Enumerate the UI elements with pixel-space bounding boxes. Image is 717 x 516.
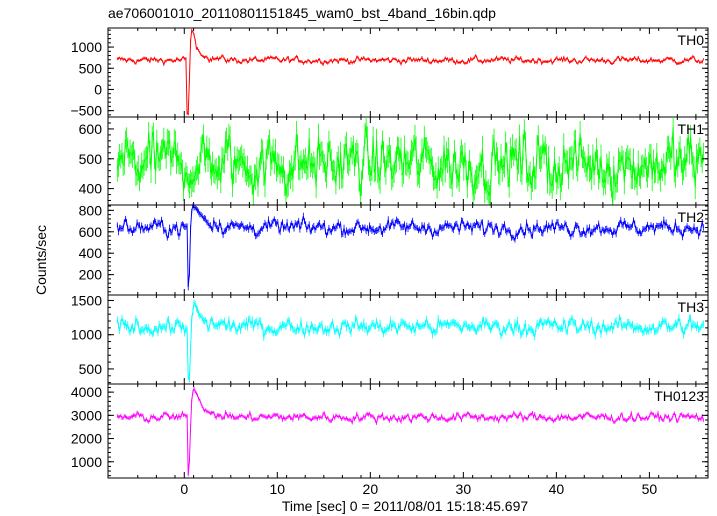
series-line-th1: [116, 125, 704, 205]
panel-frame: [107, 294, 709, 385]
y-tick-label: 1000: [71, 327, 102, 343]
series-line-th0123: [116, 387, 704, 475]
panel-label-th3: TH3: [678, 299, 705, 315]
error-bars: [116, 299, 704, 383]
y-tick-label: 200: [79, 267, 103, 283]
panel-th2: 200 400 600 800 TH2: [79, 202, 709, 296]
y-tick-label: 500: [79, 151, 103, 167]
panel-label-th1: TH1: [678, 121, 705, 137]
y-axis-label: Counts/sec: [33, 225, 49, 295]
y-tick-label: 400: [79, 181, 103, 197]
y-tick-label: 600: [79, 224, 103, 240]
x-axis-label: Time [sec] 0 = 2011/08/01 15:18:45.697: [282, 498, 529, 514]
panels: −500 0 500 1000 TH0 400 500 600 TH1 200 400 600 800 T…: [70, 27, 709, 479]
y-tick-label: 800: [79, 202, 103, 218]
error-bars: [116, 29, 704, 116]
y-tick-label: 600: [79, 121, 103, 137]
panel-frame: [107, 383, 709, 479]
y-tick-label: 3000: [71, 407, 102, 423]
panel-frame: [107, 204, 709, 296]
x-axis-ticks: 0 10 20 30 40 50: [180, 481, 657, 497]
panel-th0: −500 0 500 1000 TH0: [70, 27, 709, 119]
y-tick-label: 4000: [71, 384, 102, 400]
panel-label-th2: TH2: [678, 209, 705, 225]
y-tick-label: 500: [79, 60, 103, 76]
y-tick-label: 1000: [71, 454, 102, 470]
y-tick-label: 0: [94, 81, 102, 97]
y-tick-label: 500: [79, 361, 103, 377]
x-tick-label: 50: [642, 481, 658, 497]
y-tick-label: 1000: [71, 39, 102, 55]
x-tick-label: 20: [363, 481, 379, 497]
panel-label-th0: TH0: [678, 32, 705, 48]
series-line-th0: [117, 28, 704, 115]
y-tick-label: 400: [79, 245, 103, 261]
error-bars: [116, 386, 704, 477]
panel-label-th0123: TH0123: [654, 388, 704, 404]
x-tick-label: 10: [270, 481, 286, 497]
series-line-th2: [116, 203, 704, 288]
y-tick-label: −500: [70, 103, 102, 119]
panel-th1: 400 500 600 TH1: [79, 116, 709, 206]
panel-th0123: 1000 2000 3000 4000 TH0123: [71, 383, 709, 479]
x-tick-label: 0: [180, 481, 188, 497]
panel-th3: 500 1000 1500 TH3: [71, 292, 709, 385]
chart-title: ae706001010_20110801151845_wam0_bst_4ban…: [108, 5, 496, 21]
x-tick-label: 30: [456, 481, 472, 497]
series-line-th3: [116, 301, 704, 380]
x-tick-label: 40: [549, 481, 565, 497]
y-tick-label: 2000: [71, 431, 102, 447]
panel-frame: [107, 27, 709, 118]
error-bars: [116, 205, 704, 291]
y-tick-label: 1500: [71, 292, 102, 308]
